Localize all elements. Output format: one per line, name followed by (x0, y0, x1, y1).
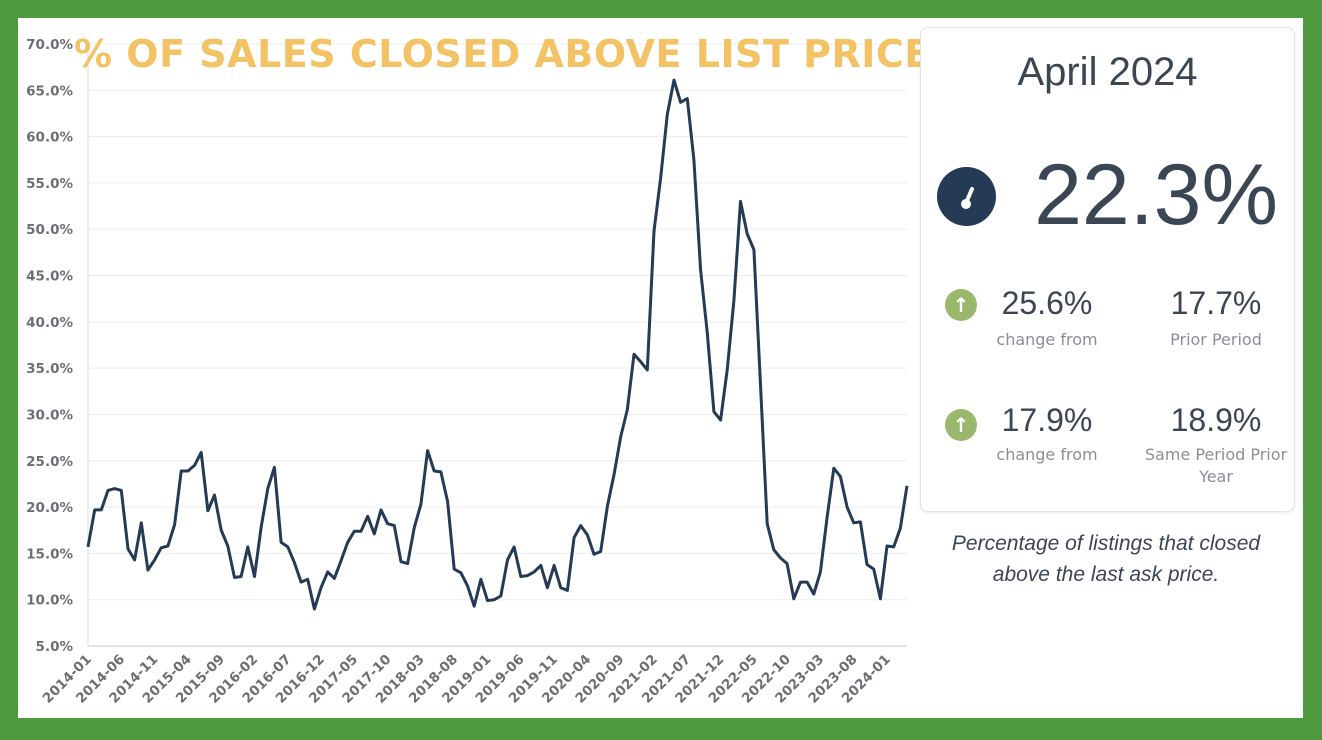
current-value: 22.3% (1034, 147, 1278, 243)
change-label-2: change from (996, 445, 1098, 464)
arrow-up-icon: ↑ (945, 409, 977, 441)
y-tick-label: 10.0% (26, 593, 73, 609)
y-tick-label: 20.0% (26, 500, 73, 516)
arrow-up-icon: ↑ (945, 289, 977, 321)
y-tick-label: 30.0% (26, 407, 73, 423)
y-tick-label: 40.0% (26, 315, 73, 331)
gauge-icon (937, 167, 996, 226)
x-axis-ticks: 2014-012014-062014-112015-042015-092016-… (40, 652, 894, 707)
description-text: Percentage of listings that closed above… (951, 532, 1261, 586)
chart-title: % OF SALES CLOSED ABOVE LIST PRICE (74, 32, 931, 76)
change-value-1: 25.6% (1001, 285, 1093, 321)
y-tick-label: 5.0% (36, 639, 74, 655)
gridlines (87, 43, 907, 647)
change-value-2: 17.9% (1001, 402, 1093, 438)
y-tick-label: 60.0% (26, 130, 73, 146)
series-line (86, 78, 909, 611)
y-tick-label: 70.0% (26, 37, 73, 53)
y-tick-label: 35.0% (26, 361, 73, 377)
y-tick-label: 50.0% (26, 222, 73, 238)
month-label: April 2024 (1017, 50, 1198, 94)
y-tick-label: 15.0% (26, 546, 73, 562)
prior-label-2: Same Period Prior Year (1144, 445, 1288, 486)
prior-label-1: Prior Period (1170, 330, 1262, 349)
y-tick-label: 55.0% (26, 176, 73, 192)
y-tick-label: 45.0% (26, 269, 73, 285)
y-axis-ticks: 5.0% 10.0% 15.0% 20.0% 25.0% 30.0% 35.0% 40.0% 4… (26, 37, 73, 655)
y-tick-label: 25.0% (26, 454, 73, 470)
prior-value-2: 18.9% (1170, 402, 1262, 438)
stats-card: April 2024 22.3% ↑ 25.6% change from 17.… (920, 27, 1295, 512)
change-label-1: change from (996, 330, 1098, 349)
prior-value-1: 17.7% (1170, 285, 1262, 321)
y-tick-label: 65.0% (26, 83, 73, 99)
